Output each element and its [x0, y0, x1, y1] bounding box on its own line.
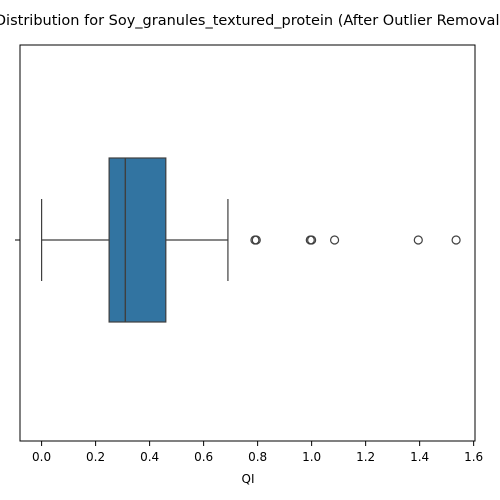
- x-axis-ticks: 0.0 0.2 0.4 0.6 0.8 1.0 1.2 1.4 1.6: [32, 441, 483, 464]
- outlier-point: [307, 235, 317, 245]
- x-tick-label: 1.6: [464, 450, 483, 464]
- outlier-point: [413, 235, 423, 245]
- x-axis-label: QI: [242, 472, 255, 486]
- x-tick-label: 1.4: [410, 450, 429, 464]
- outlier-points: [250, 235, 461, 245]
- outlier-point: [329, 235, 340, 245]
- x-tick-label: 1.2: [356, 450, 375, 464]
- interquartile-box: [108, 157, 167, 323]
- outlier-point: [251, 235, 261, 245]
- plot-area-frame: [19, 44, 476, 442]
- x-tick-label: 0.8: [248, 450, 267, 464]
- x-tick-label: 0.4: [140, 450, 159, 464]
- outlier-point: [451, 235, 461, 245]
- x-tick-label: 1.0: [302, 450, 321, 464]
- chart-title: Distribution for Soy_granules_textured_p…: [0, 13, 500, 29]
- x-tick-label: 0.0: [32, 450, 51, 464]
- x-tick-label: 0.6: [194, 450, 213, 464]
- box-group: [41, 157, 229, 323]
- x-tick-label: 0.2: [86, 450, 105, 464]
